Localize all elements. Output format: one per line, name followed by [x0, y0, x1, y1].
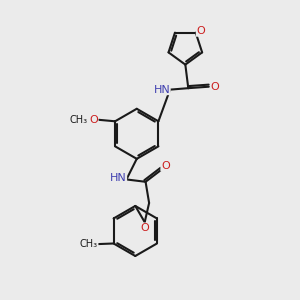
Text: CH₃: CH₃: [69, 115, 87, 125]
Text: O: O: [210, 82, 219, 92]
Text: HN: HN: [110, 173, 127, 183]
Text: HN: HN: [153, 85, 170, 94]
Text: CH₃: CH₃: [80, 239, 98, 249]
Text: O: O: [196, 26, 205, 36]
Text: O: O: [161, 161, 170, 171]
Text: O: O: [140, 223, 149, 233]
Text: O: O: [89, 115, 98, 125]
